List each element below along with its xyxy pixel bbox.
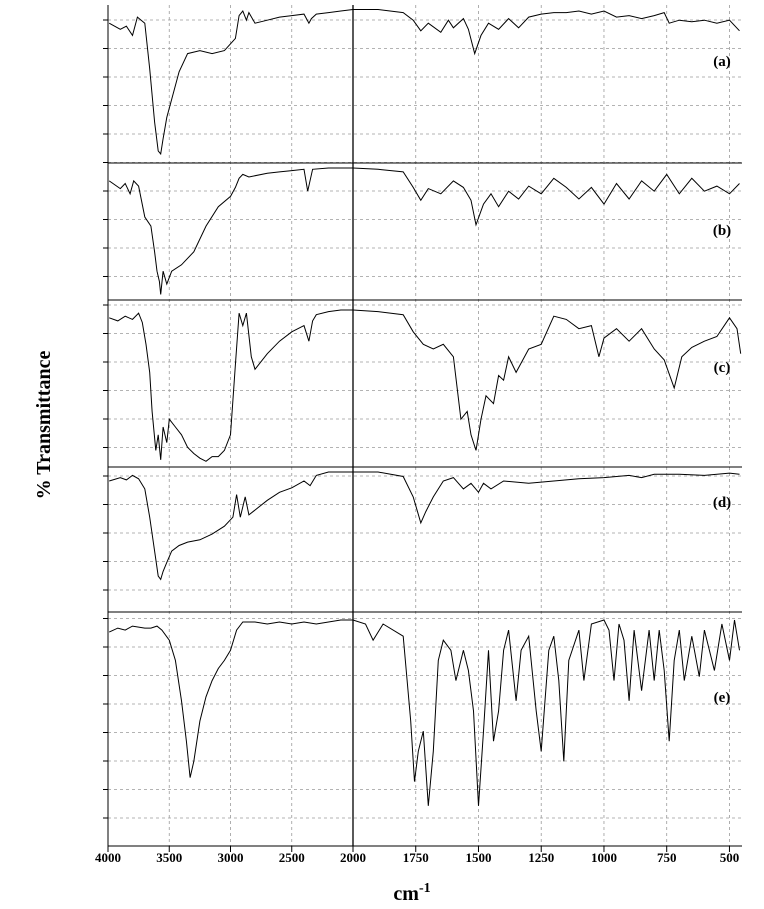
x-axis-title: cm-1	[393, 881, 430, 905]
x-axis-ticks: 4000 3500 3000 2500 2000 1750 1500 1250 1000 750 5…	[95, 19, 740, 865]
x-tick-label: 1750	[403, 850, 429, 865]
spectrum-line	[108, 619, 740, 806]
x-tick-label: 2500	[279, 850, 305, 865]
x-tick-label: 2000	[340, 850, 366, 865]
x-axis-title-superscript: -1	[419, 881, 431, 896]
panel-label: (b)	[713, 223, 731, 239]
x-tick-label: 750	[657, 850, 677, 865]
x-tick-label: 1250	[528, 850, 554, 865]
x-tick-label: 1000	[591, 850, 617, 865]
panel-label: (c)	[714, 360, 731, 376]
spectrum-line	[108, 9, 740, 156]
x-tick-label: 3000	[218, 850, 244, 865]
panel-label: (d)	[713, 495, 731, 511]
spectrum-line	[108, 167, 740, 295]
panel-label: (e)	[714, 690, 731, 706]
x-tick-label: 500	[720, 850, 740, 865]
x-axis-title-base: cm	[393, 883, 419, 905]
spectrum-line	[109, 309, 742, 462]
grid-lines	[108, 5, 742, 846]
x-tick-label: 3500	[156, 850, 182, 865]
y-axis-title: % Transmittance	[33, 351, 55, 500]
spectrum-line	[109, 471, 740, 581]
x-tick-label: 1500	[465, 850, 491, 865]
panel-label: (a)	[713, 54, 731, 70]
x-tick-label: 4000	[95, 850, 121, 865]
spectra-panels: (a) (b) (c) (d) (e)	[108, 9, 742, 806]
